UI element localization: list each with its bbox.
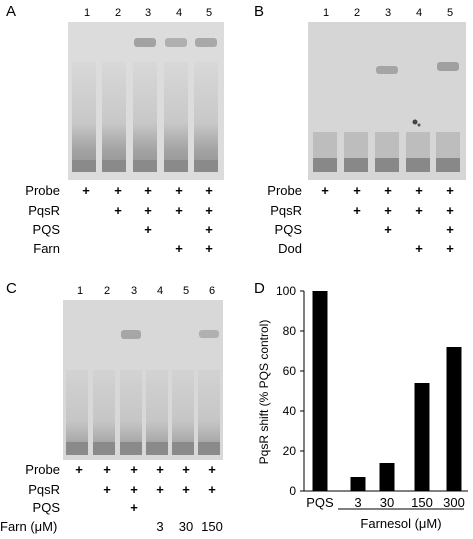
lane-number: 5 <box>205 7 213 19</box>
lane-number: 2 <box>114 7 122 19</box>
farnesol-concentration: 3 <box>156 519 164 534</box>
plus-mark: + <box>175 183 183 198</box>
row-label-pqs: PQS <box>32 222 60 237</box>
panel-a-letter: A <box>6 3 17 20</box>
x-tick-label: 150 <box>411 495 433 510</box>
plus-mark: + <box>182 462 190 477</box>
plus-mark: + <box>182 482 190 497</box>
lane-number: 2 <box>353 7 361 19</box>
plus-mark: + <box>144 203 152 218</box>
row-label-pqsr: PqsR <box>28 482 60 497</box>
plus-mark: + <box>144 222 152 237</box>
row-label-pqs: PQS <box>32 500 60 515</box>
plus-mark: + <box>415 203 423 218</box>
y-axis-label: PqsR shift (% PQS control) <box>257 320 271 465</box>
bar <box>446 347 462 491</box>
plus-mark: + <box>130 500 138 515</box>
lane-number: 3 <box>144 7 152 19</box>
y-tick-label: 60 <box>283 364 297 378</box>
y-tick-label: 20 <box>283 444 297 458</box>
plus-mark: + <box>205 241 213 256</box>
gel-image-b <box>308 22 466 180</box>
row-label-probe: Probe <box>25 462 60 477</box>
y-tick-label: 0 <box>289 484 296 498</box>
plus-mark: + <box>446 183 454 198</box>
gel-image-a <box>68 22 224 180</box>
farnesol-group-label: Farnesol (μM) <box>360 516 441 531</box>
lane-number: 6 <box>208 285 216 297</box>
plus-mark: + <box>144 183 152 198</box>
bars <box>312 291 462 491</box>
lane-number: 1 <box>322 7 330 19</box>
lane-number: 2 <box>103 285 111 297</box>
gel-image-c <box>63 300 223 460</box>
plus-mark: + <box>130 482 138 497</box>
lane-number: 4 <box>415 7 423 19</box>
bar <box>414 383 430 491</box>
panel-c-letter: C <box>6 280 17 297</box>
lane-number: 4 <box>175 7 183 19</box>
bar <box>379 463 395 491</box>
x-axis: PQS 3 30 150 300 <box>304 490 468 510</box>
plus-mark: + <box>321 183 329 198</box>
plus-mark: + <box>205 183 213 198</box>
plus-mark: + <box>156 482 164 497</box>
bar <box>312 291 328 491</box>
plus-mark: + <box>103 482 111 497</box>
plus-mark: + <box>446 203 454 218</box>
lane-number: 4 <box>156 285 164 297</box>
plus-mark: + <box>175 241 183 256</box>
y-tick-label: 40 <box>283 404 297 418</box>
plus-mark: + <box>205 222 213 237</box>
plus-mark: + <box>130 462 138 477</box>
x-tick-label: 3 <box>354 495 361 510</box>
x-tick-label: 300 <box>443 495 465 510</box>
plus-mark: + <box>175 203 183 218</box>
row-label-pqsr: PqsR <box>28 203 60 218</box>
row-label-farn: Farn <box>33 241 60 256</box>
lane-number: 5 <box>446 7 454 19</box>
y-tick-label: 80 <box>283 324 297 338</box>
row-label-pqs: PQS <box>274 222 302 237</box>
plus-mark: + <box>82 183 90 198</box>
plus-mark: + <box>415 241 423 256</box>
x-tick-label: PQS <box>306 495 334 510</box>
farnesol-concentration: 150 <box>201 519 223 534</box>
plus-mark: + <box>353 203 361 218</box>
row-label-farn-um: Farn (μM) <box>0 519 58 534</box>
plus-mark: + <box>75 462 83 477</box>
lane-number: 3 <box>384 7 392 19</box>
plus-mark: + <box>415 183 423 198</box>
panel-b-letter: B <box>254 3 265 20</box>
row-label-probe: Probe <box>267 183 302 198</box>
lane-number: 5 <box>182 285 190 297</box>
y-tick-label: 100 <box>276 284 296 298</box>
farnesol-concentration: 30 <box>178 519 194 534</box>
plus-mark: + <box>384 203 392 218</box>
plus-mark: + <box>208 482 216 497</box>
x-tick-label: 30 <box>380 495 394 510</box>
row-label-dod: Dod <box>278 241 302 256</box>
bar-chart-d: PqsR shift (% PQS control) 020406080100 … <box>257 284 468 531</box>
plus-mark: + <box>114 183 122 198</box>
plus-mark: + <box>114 203 122 218</box>
plus-mark: + <box>446 222 454 237</box>
plus-mark: + <box>353 183 361 198</box>
plus-mark: + <box>208 462 216 477</box>
panel-d-letter: D <box>254 280 265 297</box>
plus-mark: + <box>156 462 164 477</box>
lane-number: 1 <box>83 7 91 19</box>
plus-mark: + <box>205 203 213 218</box>
plus-mark: + <box>103 462 111 477</box>
row-label-pqsr: PqsR <box>270 203 302 218</box>
y-axis: 0 20 40 60 80 100 <box>276 284 305 498</box>
plus-mark: + <box>446 241 454 256</box>
plus-mark: + <box>384 222 392 237</box>
bar <box>350 477 366 491</box>
plus-mark: + <box>384 183 392 198</box>
lane-number: 1 <box>76 285 84 297</box>
lane-number: 3 <box>130 285 138 297</box>
row-label-probe: Probe <box>25 183 60 198</box>
